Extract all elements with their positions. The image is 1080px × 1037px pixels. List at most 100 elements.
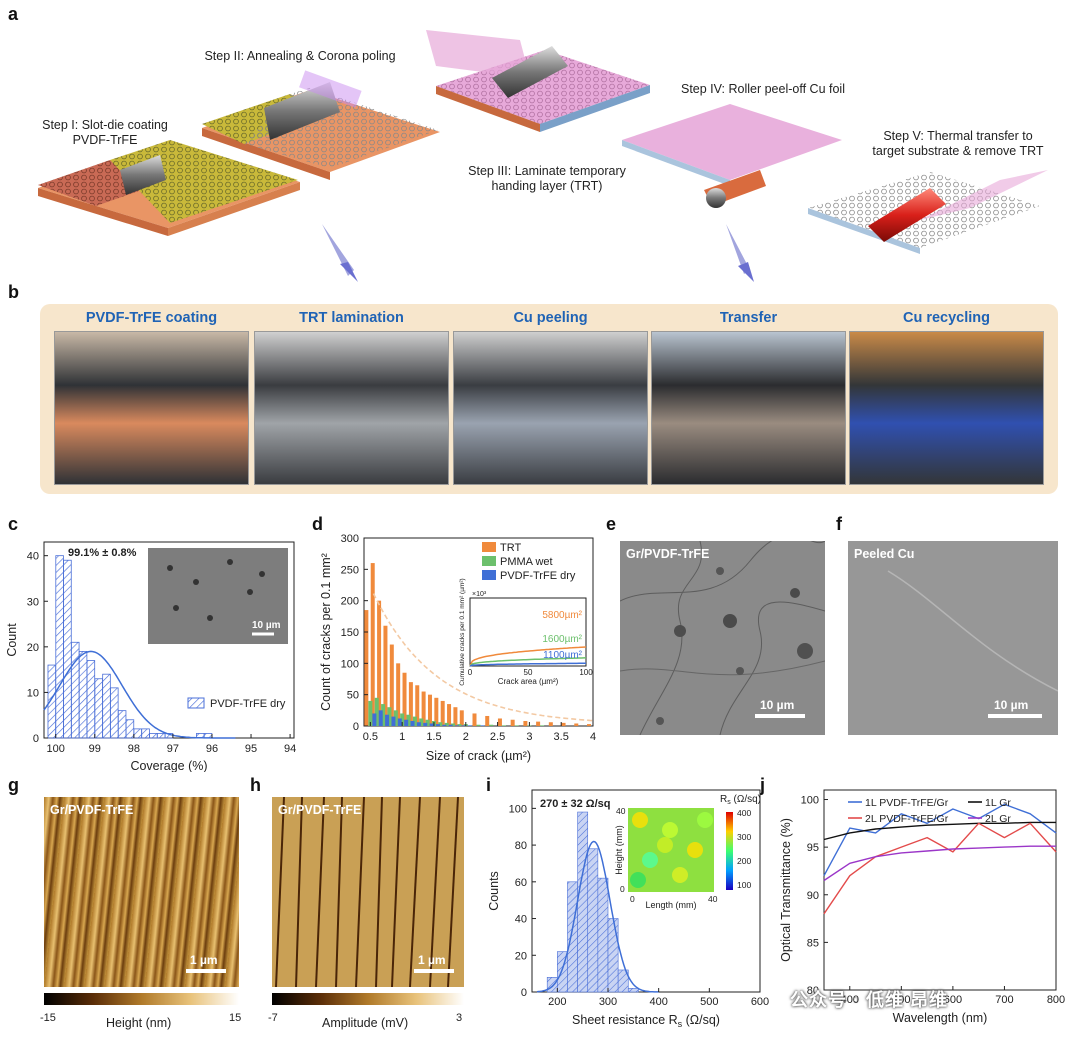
panel-label-f: f [836, 514, 842, 534]
photo-title-4: Transfer [719, 310, 778, 326]
afm-amplitude-lines [275, 797, 459, 987]
y-tick-label: 60 [515, 877, 527, 889]
histogram-bar [94, 678, 103, 739]
fit-curve [372, 593, 594, 722]
coverage-annotation: 99.1% ± 0.8% [68, 547, 137, 559]
y-tick-label: 90 [807, 890, 819, 902]
histogram-bar [587, 848, 599, 993]
step3-label: Step III: Laminate temporary [468, 164, 626, 178]
histogram-bar [385, 714, 390, 726]
y-tick-label: 0 [33, 733, 39, 745]
panel-label-j: j [760, 775, 766, 795]
inset-frame [469, 597, 587, 667]
scale-bar-g [186, 969, 226, 973]
histogram-bar [400, 713, 405, 726]
x-tick-label: 400 [649, 996, 667, 1008]
scale-bar-e [755, 714, 805, 718]
afm-label-h: Gr/PVDF-TrFE [278, 803, 362, 817]
plot-frame [823, 789, 1057, 991]
afm-label-g: Gr/PVDF-TrFE [50, 803, 134, 817]
histogram-bar [457, 724, 462, 726]
histogram-bar [451, 723, 456, 726]
y-tick-label: 300 [341, 533, 359, 545]
y-axis-title: Optical Transmittance (%) [779, 818, 793, 962]
histogram-bar [453, 707, 458, 726]
step3-sublabel: handing layer (TRT) [491, 179, 603, 193]
inset-x-tick: 0 [468, 668, 473, 677]
histogram-bar [442, 724, 447, 726]
histogram-bar [372, 713, 377, 726]
step1-substrate [38, 140, 300, 236]
histogram-bar [410, 720, 415, 726]
histogram-bar [389, 644, 394, 726]
x-tick-label: 97 [167, 743, 179, 755]
histogram-bar [617, 969, 629, 993]
histogram-bar [577, 811, 589, 993]
y-tick-label: 20 [515, 950, 527, 962]
histogram-bar [548, 722, 553, 726]
histogram-bar [408, 682, 413, 726]
sem-label-e: Gr/PVDF-TrFE [626, 547, 710, 561]
x-tick-label: 200 [548, 996, 566, 1008]
histogram-bar [416, 722, 421, 726]
photo-title-5: Cu recycling [902, 310, 991, 326]
histogram-bar [567, 881, 578, 993]
panel-label-d: d [312, 514, 323, 534]
histogram-bar [393, 710, 398, 726]
series-line [823, 821, 1056, 841]
histogram-bar [440, 700, 445, 726]
equipment-photo-5 [849, 331, 1044, 485]
histogram-bar [71, 641, 80, 739]
y-tick-label: 100 [801, 795, 819, 807]
inset-curve [469, 662, 586, 667]
coverage-inset-image [148, 548, 288, 644]
histogram-bar [523, 720, 528, 726]
y-tick-label: 50 [347, 690, 359, 702]
step4-peel [622, 104, 842, 208]
histogram-bar [364, 610, 369, 726]
resistance-annotation: 270 ± 32 Ω/sq [540, 798, 611, 810]
y-tick-label: 100 [509, 803, 527, 815]
histogram-bar [396, 663, 401, 726]
gaussian-fit [43, 650, 236, 739]
histogram-bar [447, 704, 452, 726]
series-line [823, 845, 1056, 882]
legend-label: TRT [500, 542, 521, 554]
x-tick-label: 4 [590, 731, 596, 743]
equipment-photo-2 [254, 331, 449, 485]
afm-height-image: Gr/PVDF-TrFE 1 µm [44, 797, 239, 987]
x-tick-label: 96 [206, 743, 218, 755]
resistance-colorbar [726, 812, 733, 890]
inset-title: Rs (Ω/sq) [720, 794, 761, 806]
legend-label: PMMA wet [500, 556, 553, 568]
panel-label-h: h [250, 775, 261, 795]
panel-label-c: c [8, 514, 19, 534]
legend-label: 1L Gr [985, 797, 1011, 809]
histogram-bar [402, 672, 407, 726]
inset-y-title: Height (mm) [614, 825, 624, 875]
process-schematic [38, 30, 1048, 282]
y-tick-label: 250 [341, 564, 359, 576]
y-tick-label: 10 [27, 687, 39, 699]
legend-label: 1L PVDF-TrFE/Gr [865, 797, 949, 809]
x-tick-label: 500 [892, 994, 910, 1006]
histogram-bar [415, 685, 420, 726]
histogram-bar [480, 725, 485, 726]
inset-x-title: Length (mm) [645, 900, 696, 910]
transmittance-chart: 80 85 90 95 100 400 500 600 700 800 Wavelength (nm… [779, 789, 1065, 1025]
x-tick-label: 94 [284, 743, 296, 755]
step5-label: Step V: Thermal transfer to [883, 129, 1033, 143]
scale-text-h: 1 µm [418, 953, 446, 967]
histogram-bar [540, 725, 545, 726]
x-tick-label: 500 [700, 996, 718, 1008]
inset-y-title: Cumulative cracks per 0.1 mm² (µm²) [459, 578, 466, 685]
scale-bar-h [414, 969, 454, 973]
histogram-bar [110, 687, 119, 739]
step1-sublabel: PVDF-TrFE [72, 133, 138, 147]
histogram-bar [368, 700, 373, 726]
histogram-bar [461, 725, 466, 726]
cb-max-h: 3 [456, 1012, 463, 1024]
histogram-bar [472, 713, 477, 726]
histogram-bar [156, 733, 166, 739]
